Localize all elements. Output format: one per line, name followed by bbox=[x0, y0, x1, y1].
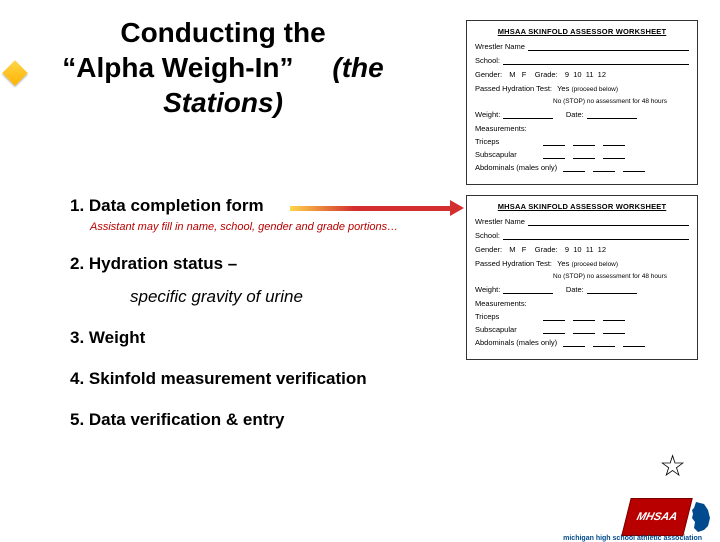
content-list: 1. Data completion form Assistant may fi… bbox=[70, 195, 500, 449]
item-3: 3. Weight bbox=[70, 328, 145, 347]
title-line2a: “Alpha Weigh-In” bbox=[62, 52, 293, 83]
michigan-icon bbox=[690, 500, 712, 534]
slide-title: Conducting the “Alpha Weigh-In” (the Sta… bbox=[28, 15, 418, 120]
star-icon: ☆ bbox=[659, 449, 686, 484]
title-line2b: (the bbox=[332, 52, 383, 83]
item-2-sub: specific gravity of urine bbox=[130, 286, 500, 309]
ws-title: MHSAA SKINFOLD ASSESSOR WORKSHEET bbox=[475, 27, 689, 36]
mhsaa-logo: MHSAA bbox=[626, 498, 704, 538]
pointer-arrow bbox=[290, 202, 462, 214]
title-line1: Conducting the bbox=[120, 17, 325, 48]
logo-text: MHSAA bbox=[635, 511, 678, 523]
title-bullet bbox=[2, 60, 27, 85]
item-4: 4. Skinfold measurement verification bbox=[70, 369, 367, 388]
worksheet-thumbnail-bottom: MHSAA SKINFOLD ASSESSOR WORKSHEET Wrestl… bbox=[466, 195, 698, 360]
item-5: 5. Data verification & entry bbox=[70, 410, 284, 429]
worksheet-thumbnail-top: MHSAA SKINFOLD ASSESSOR WORKSHEET Wrestl… bbox=[466, 20, 698, 185]
title-line3: Stations) bbox=[163, 87, 283, 118]
item-1: 1. Data completion form bbox=[70, 196, 264, 215]
logo-subtitle: michigan high school athletic associatio… bbox=[563, 535, 702, 542]
item-2: 2. Hydration status – bbox=[70, 254, 237, 273]
item-1-note: Assistant may fill in name, school, gend… bbox=[90, 220, 500, 235]
